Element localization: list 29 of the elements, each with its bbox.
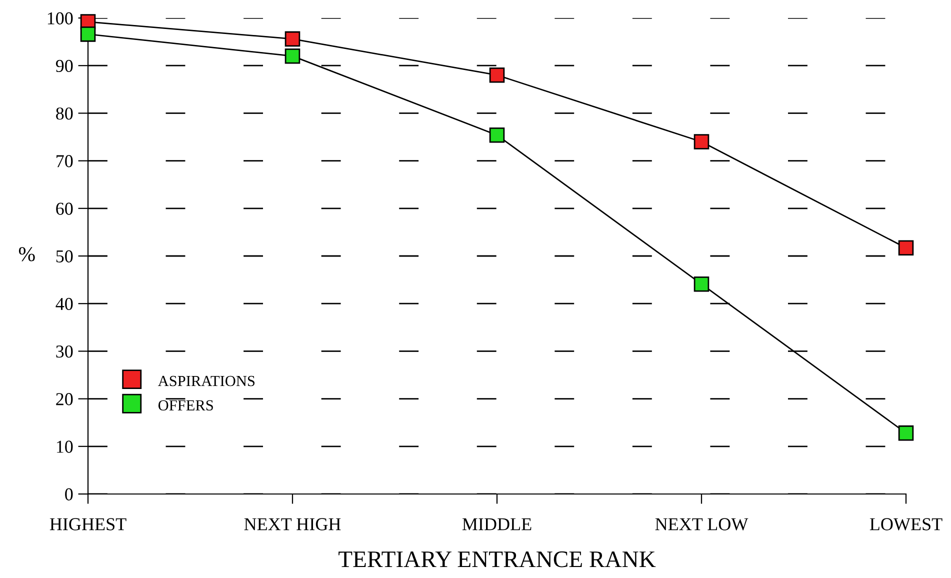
y-tick-label: 60 xyxy=(56,202,73,215)
x-tick-label: NEXT HIGH xyxy=(244,518,341,530)
x-tick-label: HIGHEST xyxy=(50,518,126,530)
point xyxy=(489,67,505,83)
y-tick-label: 90 xyxy=(56,60,73,72)
y-tick-label: 0 xyxy=(65,488,73,500)
y-tick-label: 50 xyxy=(56,250,73,262)
point xyxy=(694,276,710,292)
y-tick-label: 80 xyxy=(56,107,73,120)
legend-label: OFFERS xyxy=(158,400,213,411)
y-tick-label: 40 xyxy=(56,298,73,310)
x-tick-label: MIDDLE xyxy=(462,518,532,530)
x-tick-label: LOWEST xyxy=(870,518,942,530)
legend-label: ASPIRATIONS xyxy=(158,376,255,386)
point xyxy=(80,26,96,42)
point xyxy=(284,48,300,64)
point xyxy=(898,240,914,256)
point xyxy=(489,127,505,143)
point xyxy=(694,134,710,150)
y-tick-label: 30 xyxy=(56,345,73,358)
y-tick-label: 100 xyxy=(48,12,73,24)
y-tick-label: 10 xyxy=(56,440,73,453)
x-axis-title: TERTIARY ENTRANCE RANK xyxy=(338,551,656,568)
x-tick-label: NEXT LOW xyxy=(655,518,748,530)
point xyxy=(284,31,300,47)
y-tick-label: 70 xyxy=(56,155,73,168)
y-tick-label: 20 xyxy=(56,393,73,406)
point xyxy=(898,425,914,441)
y-axis-title: % xyxy=(18,247,35,262)
